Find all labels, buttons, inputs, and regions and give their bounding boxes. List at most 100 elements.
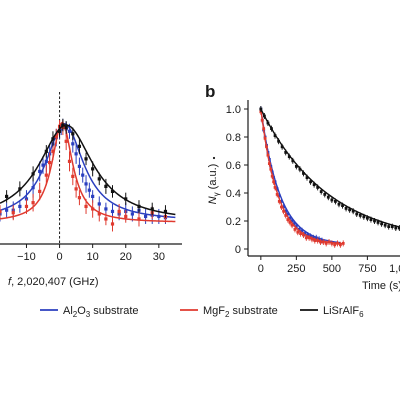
panel-b-data-point	[284, 214, 288, 217]
panel-b-data-point	[330, 198, 334, 202]
panel-b-data-point	[309, 235, 312, 238]
legend-item: Al2O3 substrate	[40, 305, 139, 319]
panel-a-data-point	[104, 207, 108, 211]
panel-a-data-point	[44, 149, 48, 153]
panel-b-data-point	[284, 209, 288, 213]
panel-b-data-point	[272, 180, 276, 184]
panel-a-data-point	[31, 172, 35, 176]
panel-a-data-point	[24, 197, 29, 201]
panel-b-data-point	[277, 194, 281, 198]
panel-b-y-tick-label: 0.4	[226, 188, 241, 200]
panel-b-data-point	[273, 186, 277, 189]
panel-a-data-point	[5, 208, 9, 212]
panel-b-data-point	[334, 200, 337, 203]
panel-a-data-point	[104, 217, 108, 221]
panel-b-data-point	[330, 242, 334, 245]
legend-item: MgF2 substrate	[180, 305, 278, 319]
panel-b-data-point	[286, 212, 290, 216]
panel-b-data-point	[275, 193, 279, 196]
panel-b-data-point	[307, 236, 311, 240]
panel-b-data-point	[304, 236, 308, 240]
panel-b-data-point	[317, 237, 321, 241]
panel-b-data-point	[312, 236, 315, 240]
panel-a-data-point	[97, 177, 101, 181]
panel-b-data-point	[327, 240, 331, 244]
panel-a-data-point	[71, 142, 75, 146]
panel-a-data-point	[110, 189, 115, 194]
panel-b-data-point	[270, 127, 273, 130]
panel-b-decay-chart: b 0 0.2 0.4 0.6 0.8 1.0 0 250 500 750 1,000 Time (s…	[205, 82, 400, 292]
panel-b-data-point	[309, 180, 312, 184]
panel-b-data-point	[277, 139, 280, 143]
panel-b-data-point	[316, 239, 320, 242]
panel-a-data-point	[74, 187, 78, 191]
panel-a-data-point	[67, 159, 72, 163]
panel-a-data-point	[110, 209, 115, 214]
panel-a-x-axis-label: f, 2,020,407 (GHz)	[8, 276, 99, 288]
panel-b-data-point	[337, 202, 341, 206]
panel-b-data-point	[300, 229, 304, 233]
panel-a-data-point	[97, 202, 101, 206]
panel-a-data-point	[150, 207, 154, 211]
panel-a-data-point	[41, 163, 45, 167]
panel-b-data-point	[319, 240, 322, 244]
panel-a-data-point	[71, 132, 75, 136]
panel-b-data-point	[373, 219, 376, 223]
panel-a-data-point	[44, 173, 48, 177]
panel-b-data-point	[296, 230, 300, 234]
panel-b-data-point	[323, 193, 327, 196]
panel-a-data-point	[91, 194, 95, 199]
panel-a-series	[0, 118, 176, 218]
panel-a-data-point	[97, 212, 101, 216]
panel-b-data-point	[272, 176, 276, 179]
panel-b-x-tick-label: 250	[287, 263, 305, 275]
panel-a-data-point	[31, 201, 35, 205]
panel-b-data-point	[266, 153, 270, 157]
panel-a-data-point	[137, 204, 141, 209]
panel-b-x-tick-label: 750	[358, 263, 376, 275]
panel-b-data-point	[316, 186, 320, 189]
panel-b-x-tick-label: 500	[323, 263, 341, 275]
panel-b-data-point	[324, 242, 328, 245]
panel-b-data-point	[290, 219, 294, 223]
panel-a-data-point	[77, 196, 82, 200]
panel-b-data-point	[333, 243, 337, 247]
panel-a-x-tick-label: −10	[17, 251, 36, 263]
panel-b-data-point	[263, 137, 267, 140]
panel-b-data-point	[294, 165, 298, 168]
panel-a-data-point	[5, 194, 9, 199]
panel-b-data-point	[302, 172, 305, 175]
panel-b-y-axis-label-dot	[212, 156, 216, 160]
panel-b-y-tick-label: 0.6	[226, 160, 241, 172]
panel-b-data-point	[387, 225, 391, 228]
panel-b-data-point	[273, 134, 277, 137]
panel-b-data-point	[380, 222, 383, 226]
panel-b-x-tick-label: 1,000	[389, 263, 400, 275]
panel-b-data-point	[348, 208, 352, 212]
panel-a-x-tick-label: 20	[120, 251, 132, 263]
panel-b-series	[259, 106, 400, 231]
panel-a-data-point	[137, 217, 141, 221]
panel-a-data-point	[18, 204, 22, 209]
panel-b-data-point	[260, 118, 264, 122]
panel-b-fit-line	[260, 108, 400, 228]
panel-a-x-tick-label: 0	[57, 251, 63, 263]
panel-b-data-point	[294, 225, 298, 228]
panel-b-data-point	[351, 209, 355, 213]
panel-b-data-point	[269, 167, 273, 171]
panel-b-data-point	[312, 183, 316, 186]
panel-b-data-point	[277, 200, 281, 203]
legend-item: LiSrAlF6	[300, 305, 364, 319]
panel-b-y-tick-label: 0.2	[226, 216, 241, 228]
panel-b-data-point	[288, 221, 292, 224]
panel-b-data-point	[280, 205, 283, 209]
panel-a-data-point	[57, 129, 62, 133]
legend: Al2O3 substrate MgF2 substrate LiSrAlF6	[40, 305, 364, 319]
panel-b-data-point	[341, 242, 345, 245]
panel-a-data-point	[117, 209, 121, 214]
panel-a-data-point	[71, 174, 75, 178]
panel-a-data-point	[87, 188, 91, 192]
panel-a-data-point	[64, 125, 68, 130]
panel-b-data-point	[358, 214, 362, 217]
